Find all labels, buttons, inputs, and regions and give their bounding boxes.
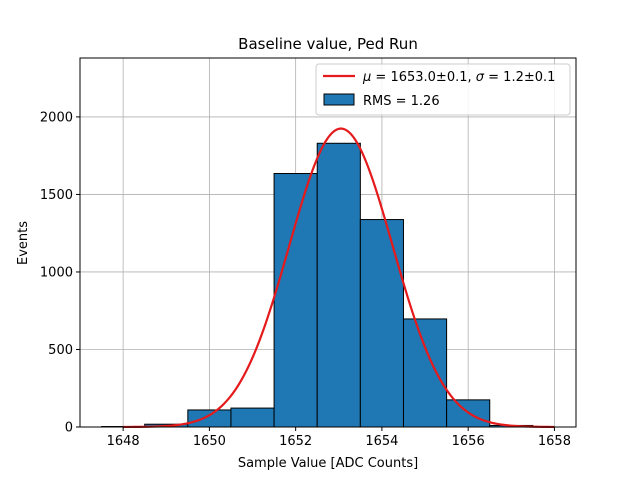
y-tick-label-0: 0 [65,421,73,436]
histogram-bar-3 [230,407,275,428]
y-axis-label: Events [16,221,31,265]
histogram-bars [101,142,534,428]
legend: μ = 1653.0±0.1, σ = 1.2±0.1 RMS = 1.26 [315,63,571,116]
gaussian-fit-curve [123,127,555,429]
legend-fit-mu-symbol: μ [362,70,371,85]
axes-frame [79,57,577,428]
legend-fit-sigma-value: = 1.2±0.1 [484,70,555,85]
legend-fit-label: μ = 1653.0±0.1, σ = 1.2±0.1 [362,70,555,85]
y-axis-ticks: 0 500 1000 1500 2000 [40,110,80,436]
chart-title: Baseline value, Ped Run [238,35,418,53]
y-tick-label-1: 500 [48,343,73,358]
legend-fit-mu-value: = 1653.0±0.1, [371,70,475,85]
x-tick-label-1: 1650 [193,434,226,449]
y-tick-label-2: 1000 [40,265,73,280]
legend-histogram-label: RMS = 1.26 [363,94,440,109]
histogram-bar-5 [316,142,361,428]
x-tick-label-2: 1652 [279,434,312,449]
legend-fit-sigma-symbol: σ [476,70,485,85]
y-tick-label-4: 2000 [40,110,73,125]
legend-box [315,63,571,116]
x-axis-label: Sample Value [ADC Counts] [238,456,418,471]
x-tick-label-3: 1654 [365,434,398,449]
x-tick-label-5: 1658 [538,434,571,449]
histogram-bar-4 [273,173,318,428]
legend-histogram-swatch [323,93,355,106]
y-tick-label-3: 1500 [40,188,73,203]
histogram-bar-7 [402,318,448,428]
x-axis-ticks: 1648 1650 1652 1654 1656 1658 [107,427,571,449]
histogram-bar-6 [359,219,404,428]
x-tick-label-0: 1648 [107,434,140,449]
histogram-bar-2 [187,409,232,428]
x-tick-label-4: 1656 [452,434,485,449]
